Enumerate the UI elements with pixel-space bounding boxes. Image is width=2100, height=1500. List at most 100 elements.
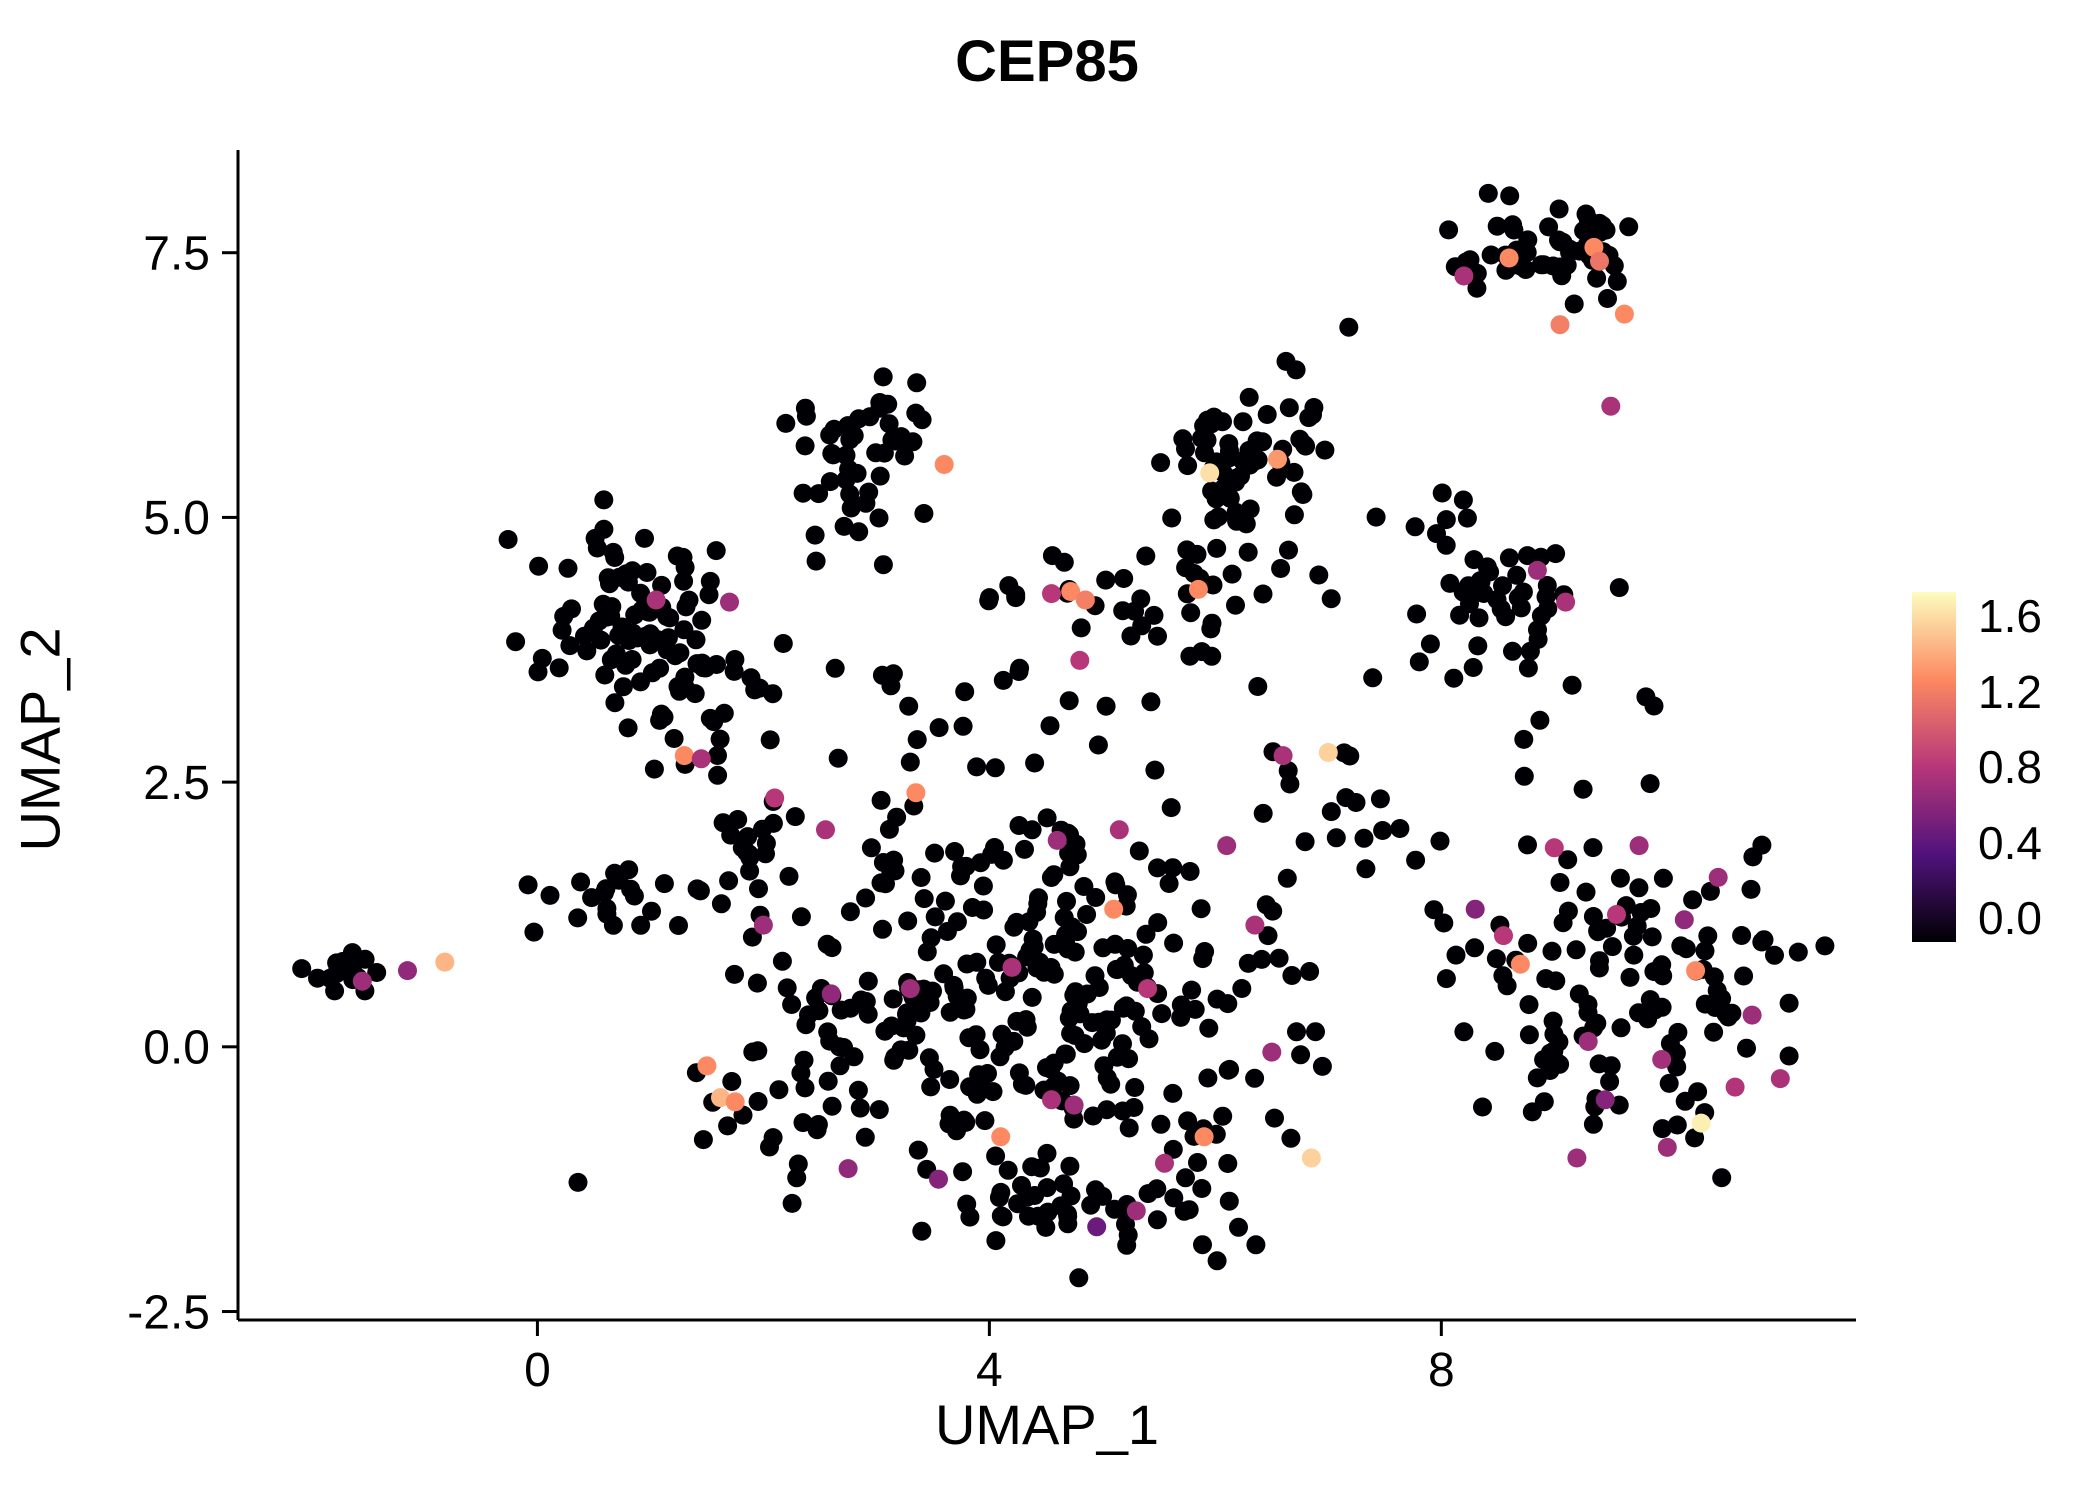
- data-point: [1537, 576, 1557, 595]
- data-point: [1258, 926, 1278, 946]
- expressing-data-point: [1318, 743, 1338, 762]
- data-point: [1164, 1188, 1184, 1208]
- data-point: [1119, 1118, 1139, 1138]
- expressing-data-point: [1042, 584, 1061, 604]
- data-point: [719, 871, 739, 891]
- data-point: [1030, 1158, 1050, 1178]
- data-point: [920, 993, 940, 1012]
- data-point: [1159, 874, 1179, 893]
- data-point: [1600, 1072, 1620, 1092]
- expressing-data-point: [753, 915, 773, 935]
- data-point: [308, 968, 327, 988]
- data-point: [631, 915, 651, 935]
- data-point: [1136, 546, 1156, 566]
- data-point: [818, 1071, 838, 1091]
- data-point: [618, 718, 638, 738]
- data-point: [619, 631, 639, 650]
- colorbar-gradient: [1912, 592, 1956, 942]
- data-point: [1405, 517, 1425, 537]
- data-point: [899, 696, 919, 716]
- data-point: [621, 879, 641, 899]
- data-point: [1054, 1174, 1074, 1194]
- data-point: [935, 891, 955, 911]
- data-point: [899, 1040, 919, 1060]
- data-point: [748, 1041, 768, 1061]
- expressing-data-point: [1061, 582, 1081, 601]
- data-point: [897, 1003, 917, 1023]
- data-point: [1339, 317, 1359, 337]
- data-point: [700, 571, 720, 591]
- expressing-data-point: [1550, 315, 1570, 335]
- data-point: [795, 436, 815, 456]
- data-point: [1321, 802, 1341, 822]
- colorbar-tick-label: 0.8: [1978, 741, 2042, 793]
- data-point: [571, 872, 591, 892]
- data-point: [1163, 1083, 1183, 1103]
- data-point: [1044, 865, 1064, 885]
- data-point: [1171, 1007, 1191, 1027]
- data-point: [708, 765, 728, 785]
- data-point: [1356, 859, 1376, 879]
- data-point: [1093, 938, 1113, 958]
- data-point: [1543, 1011, 1563, 1031]
- data-point: [959, 1028, 979, 1048]
- data-point: [986, 1146, 1006, 1166]
- data-point: [1659, 1073, 1679, 1093]
- data-point: [1566, 940, 1586, 960]
- data-point: [1609, 578, 1629, 598]
- data-point: [1363, 668, 1383, 688]
- expressing-data-point: [1075, 590, 1095, 610]
- data-point: [895, 446, 915, 466]
- data-point: [1624, 945, 1644, 965]
- expressing-data-point: [1657, 1137, 1677, 1157]
- data-point: [1042, 546, 1062, 566]
- data-point: [1346, 793, 1366, 812]
- data-point: [1519, 995, 1539, 1015]
- expressing-data-point: [1494, 926, 1513, 946]
- expressing-data-point: [1465, 899, 1485, 919]
- data-point: [806, 551, 826, 571]
- data-point: [1247, 431, 1267, 451]
- data-point: [841, 498, 861, 518]
- data-point: [1232, 979, 1252, 998]
- expressing-data-point: [1138, 979, 1158, 999]
- expressing-data-point: [1126, 1201, 1146, 1221]
- data-point: [1406, 850, 1426, 870]
- data-point: [953, 1162, 973, 1182]
- data-point: [1464, 550, 1484, 570]
- data-point: [1373, 821, 1393, 840]
- data-point: [1737, 1038, 1756, 1058]
- data-point: [1321, 589, 1341, 609]
- data-point: [1629, 1003, 1648, 1023]
- data-point: [1007, 1011, 1027, 1031]
- data-point: [635, 528, 654, 548]
- data-point: [794, 1050, 814, 1070]
- data-point: [978, 1064, 997, 1083]
- expressing-data-point: [1064, 1095, 1084, 1115]
- data-point: [900, 752, 920, 772]
- data-point: [986, 935, 1006, 955]
- data-point: [1290, 429, 1310, 449]
- data-point: [939, 1114, 959, 1134]
- data-point: [687, 879, 707, 899]
- data-point: [1444, 668, 1464, 688]
- data-point: [1060, 1156, 1080, 1176]
- data-point: [1507, 565, 1527, 585]
- data-point: [1163, 1139, 1183, 1159]
- data-point: [1037, 1058, 1056, 1078]
- data-point: [1116, 1214, 1135, 1234]
- data-point: [1093, 1186, 1113, 1206]
- data-point: [1096, 570, 1116, 590]
- data-point: [903, 432, 923, 452]
- data-point: [1192, 1179, 1212, 1198]
- data-point: [1009, 1063, 1029, 1083]
- data-point: [342, 943, 362, 963]
- expressing-data-point: [929, 1169, 948, 1189]
- expressing-data-point: [1742, 1005, 1762, 1025]
- expressing-data-point: [1652, 1050, 1672, 1069]
- data-point: [1038, 1202, 1058, 1222]
- expressing-data-point: [1104, 899, 1124, 919]
- data-point: [1511, 598, 1531, 618]
- data-point: [1012, 1176, 1031, 1195]
- data-point: [597, 899, 617, 918]
